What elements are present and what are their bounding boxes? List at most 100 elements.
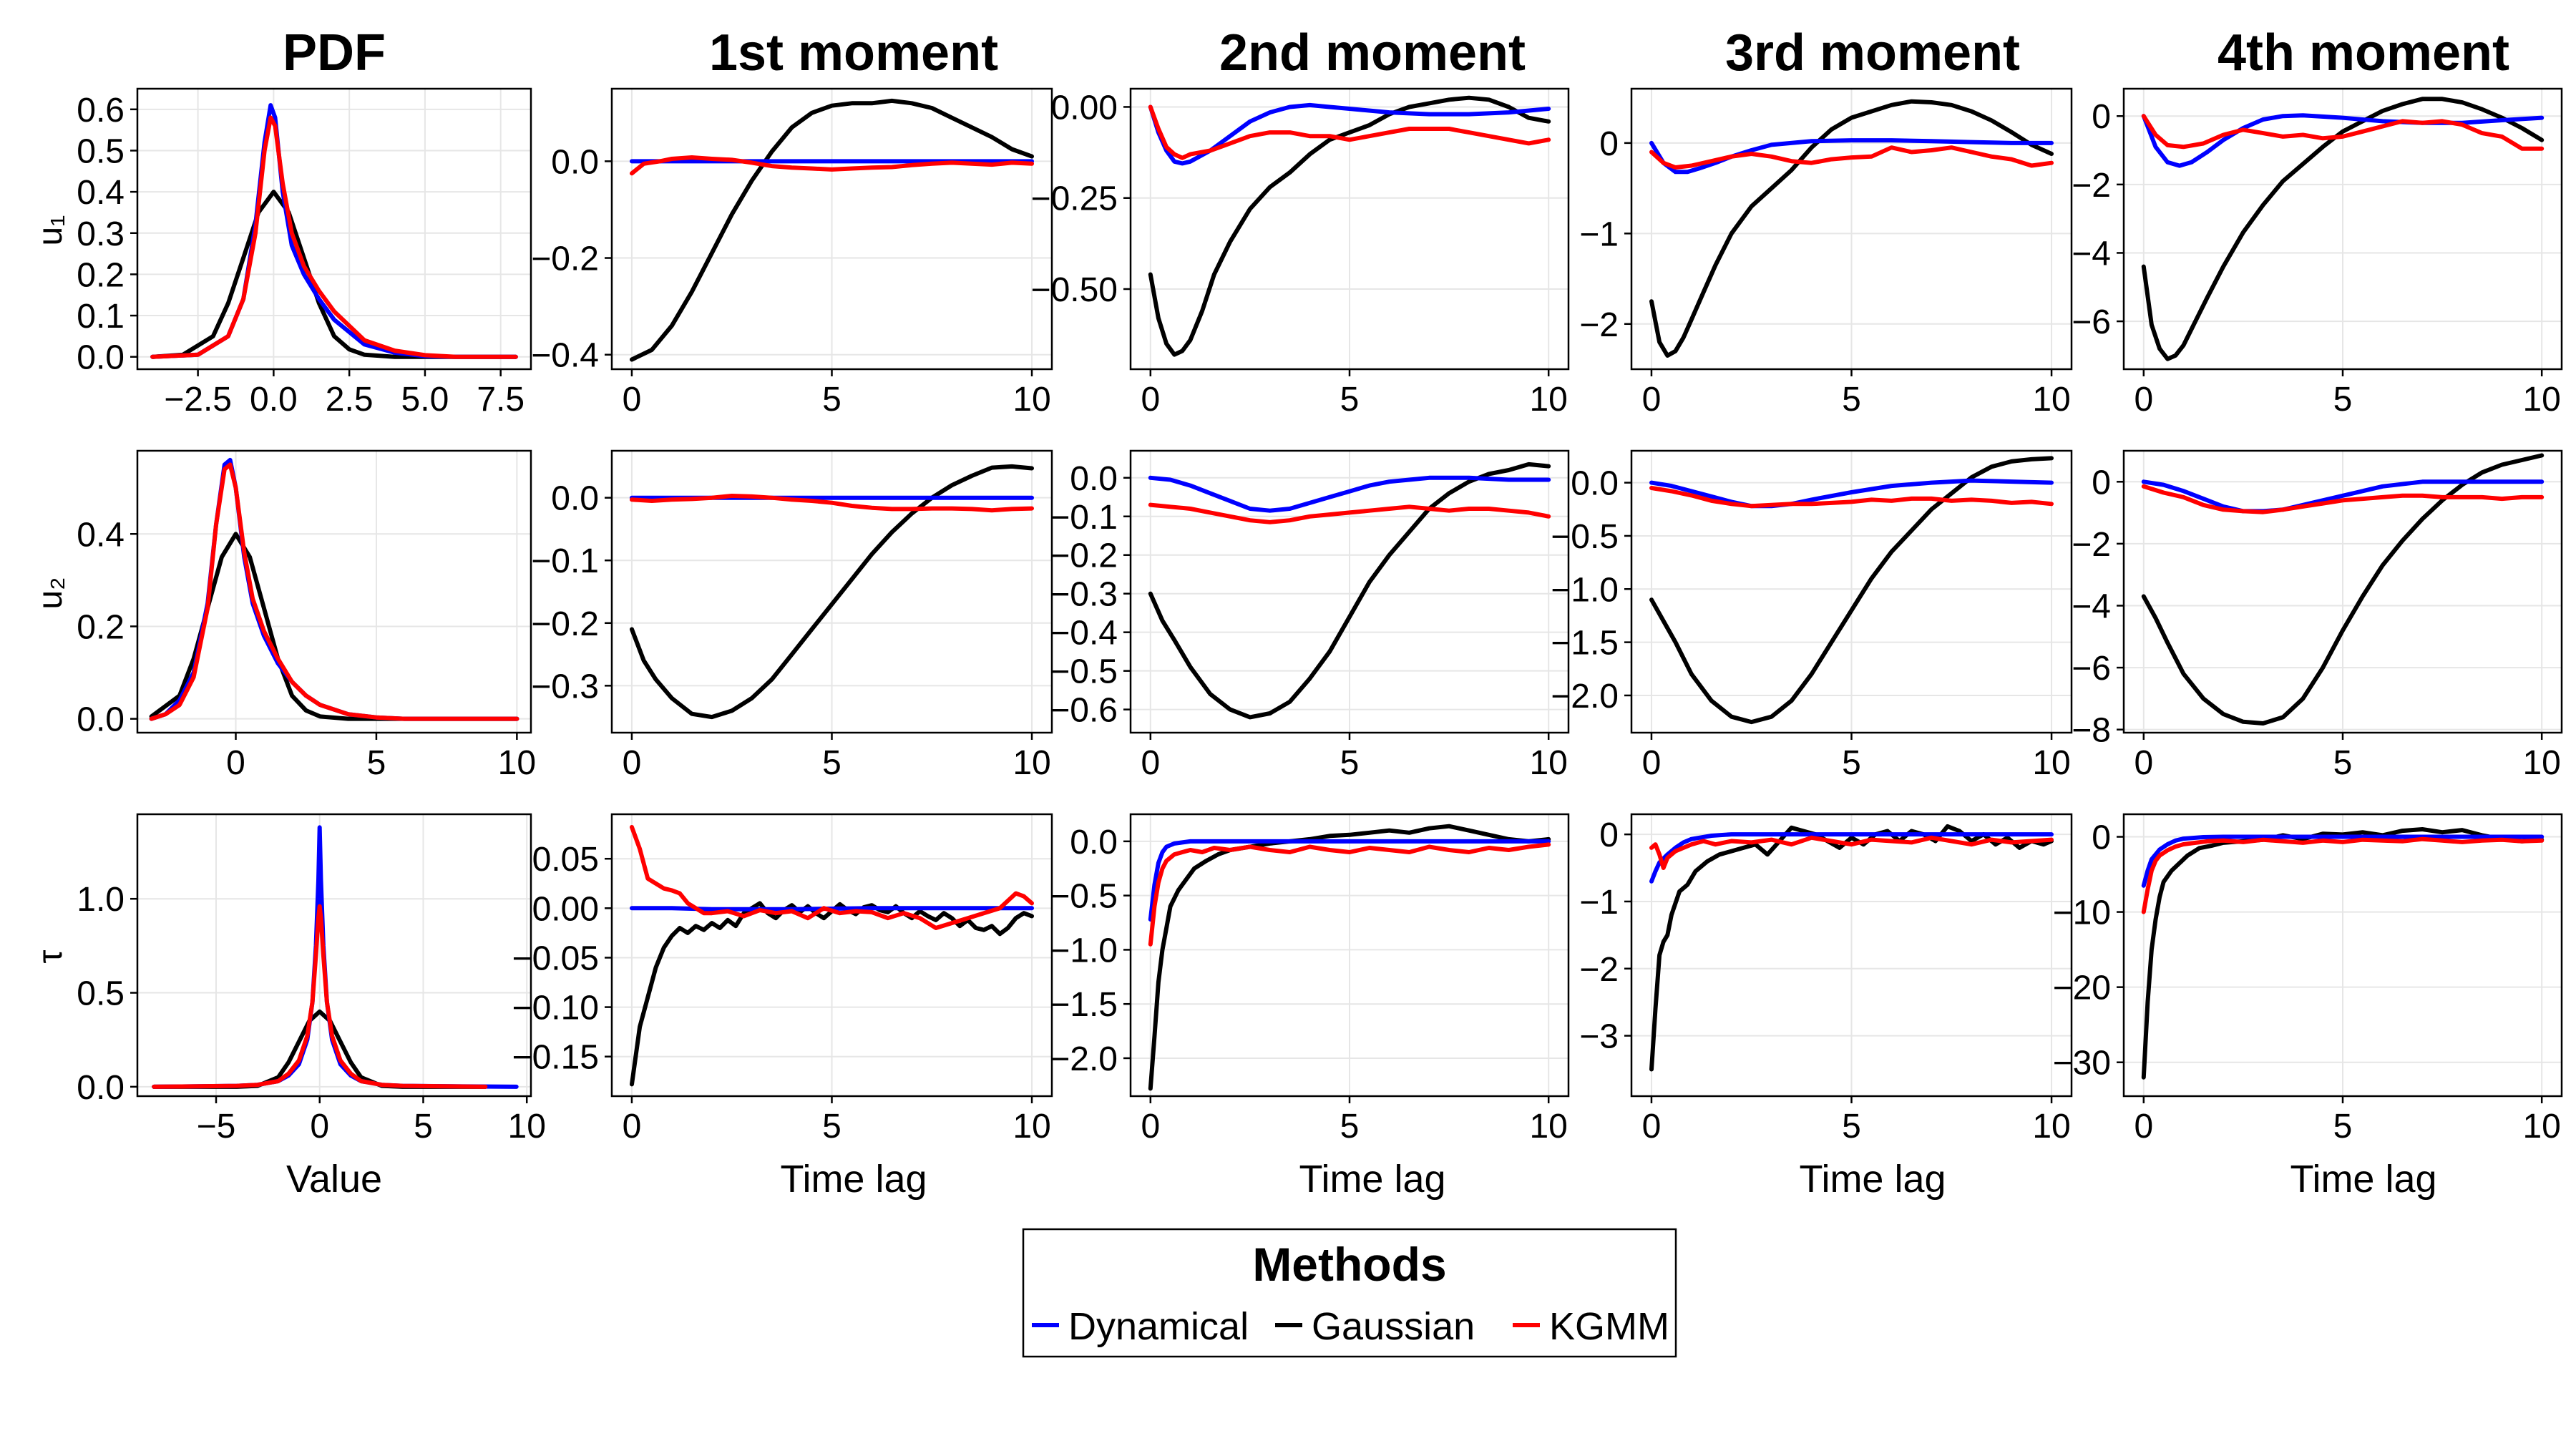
ytick-label-r1c2-6: 0.0 — [1070, 460, 1118, 498]
xtick-label-r0c2-0: 0 — [1141, 381, 1160, 419]
ytick-label-r0c1-1: −0.2 — [531, 240, 599, 278]
series-kgmm-r0c2 — [1148, 104, 1551, 160]
ytick-label-r2c4-3: 0 — [2092, 819, 2111, 857]
series-kgmm-r1c3 — [1649, 486, 2054, 509]
legend-label-kgmm: KGMM — [1549, 1305, 1669, 1348]
ytick-label-r0c1-0: −0.4 — [531, 337, 599, 375]
xtick-label-r2c0-2: 5 — [414, 1108, 433, 1146]
series-kgmm-r1c4 — [2141, 484, 2545, 514]
series-kgmm-r1c0 — [149, 462, 519, 721]
series-dynamical-r2c4 — [2141, 834, 2545, 888]
ytick-label-r2c0-2: 1.0 — [77, 881, 125, 919]
panel-r0c3: 0 5 10 −2 −1 0 — [1579, 87, 2073, 419]
xtick-label-r1c1-1: 5 — [822, 744, 841, 782]
xtick-label-r2c4-0: 0 — [2134, 1108, 2153, 1146]
frame-r0c0 — [136, 87, 532, 371]
panel-r0c1: 0 5 10 −0.4 −0.2 0.0 — [531, 87, 1053, 419]
ytick-label-r1c4-0: −8 — [2072, 712, 2111, 750]
ytick-label-r0c4-3: 0 — [2092, 98, 2111, 136]
panel-r1c3: 0 5 10 −2.0 −1.5 −1.0 −0.5 0.0 — [1551, 449, 2073, 782]
xtick-label-r2c1-2: 10 — [1013, 1108, 1050, 1146]
xtick-label-r1c4-2: 10 — [2522, 744, 2560, 782]
series-gaussian-r0c3 — [1649, 99, 2054, 358]
ytick-label-r0c4-2: −2 — [2072, 167, 2111, 205]
column-title-1st-moment: 1st moment — [709, 24, 998, 82]
legend-label-dynamical: Dynamical — [1068, 1305, 1249, 1348]
xtick-label-r0c1-0: 0 — [623, 381, 642, 419]
series-gaussian-r0c0 — [150, 190, 518, 359]
ytick-label-r1c2-0: −0.6 — [1050, 692, 1118, 730]
ytick-label-r0c3-2: 0 — [1599, 125, 1619, 163]
ytick-label-r0c2-1: −0.25 — [1031, 180, 1118, 218]
xtick-label-r1c3-0: 0 — [1642, 744, 1662, 782]
ytick-label-r2c3-1: −2 — [1579, 951, 1619, 989]
ytick-label-r0c0-2: 0.2 — [77, 256, 125, 294]
series-gaussian-r0c4 — [2141, 97, 2545, 361]
ytick-label-r2c4-1: −20 — [2053, 970, 2111, 1007]
ytick-label-r1c2-2: −0.4 — [1050, 615, 1118, 653]
xtick-label-r0c0-3: 5.0 — [401, 381, 449, 419]
xtick-label-r0c4-2: 10 — [2522, 381, 2560, 419]
row-label-tau: τ — [31, 949, 69, 963]
xtick-label-r2c2-1: 5 — [1340, 1108, 1360, 1146]
legend-box — [1022, 1228, 1677, 1358]
ytick-label-r1c0-1: 0.2 — [77, 608, 125, 646]
ytick-label-r0c3-0: −2 — [1579, 306, 1619, 344]
ytick-label-r0c2-2: 0.00 — [1051, 89, 1118, 127]
ytick-label-r2c0-1: 0.5 — [77, 975, 125, 1013]
ytick-label-r0c0-1: 0.1 — [77, 298, 125, 336]
ytick-label-r0c0-0: 0.0 — [77, 339, 125, 377]
series-dynamical-r0c2 — [1148, 102, 1551, 166]
xtick-label-r0c3-1: 5 — [1842, 381, 1861, 419]
xlabel-time-lag-2: Time lag — [1299, 1158, 1445, 1201]
legend: Methods Dynamical Gaussian KGMM — [1022, 1228, 1677, 1358]
ytick-label-r1c2-3: −0.3 — [1050, 576, 1118, 614]
xtick-label-r1c4-0: 0 — [2134, 744, 2153, 782]
panel-r2c3: 0 5 10 −3 −2 −1 0 — [1579, 813, 2073, 1146]
xtick-label-r1c0-2: 10 — [498, 744, 536, 782]
xtick-label-r2c3-0: 0 — [1642, 1108, 1662, 1146]
xtick-label-r2c4-1: 5 — [2333, 1108, 2353, 1146]
panel-r1c1: 0 5 10 −0.3 −0.2 −0.1 0.0 — [531, 449, 1053, 782]
xtick-label-r0c2-1: 5 — [1340, 381, 1360, 419]
xtick-label-r0c0-4: 7.5 — [477, 381, 525, 419]
column-title-2nd-moment: 2nd moment — [1219, 24, 1526, 82]
series-gaussian-r1c4 — [2141, 453, 2545, 726]
xtick-label-r2c3-1: 5 — [1842, 1108, 1861, 1146]
series-kgmm-r0c4 — [2141, 114, 2545, 151]
ytick-label-r2c2-4: 0.0 — [1070, 824, 1118, 861]
ytick-label-r2c2-1: −1.5 — [1050, 986, 1118, 1024]
series-gaussian-r0c2 — [1148, 95, 1551, 357]
ytick-label-r0c1-2: 0.0 — [551, 143, 599, 181]
panel-r0c2: 0 5 10 −0.50 −0.25 0.00 — [1031, 87, 1570, 419]
panel-r2c0: −5 0 5 10 0.0 0.5 1.0 — [77, 813, 546, 1146]
ytick-label-r2c2-2: −1.0 — [1050, 932, 1118, 970]
frame-r2c0 — [136, 813, 532, 1098]
ytick-label-r2c2-3: −0.5 — [1050, 878, 1118, 916]
xtick-label-r1c0-0: 0 — [226, 744, 245, 782]
xtick-label-r2c4-2: 10 — [2522, 1108, 2560, 1146]
column-title-4th-moment: 4th moment — [2218, 24, 2509, 82]
series-dynamical-r0c3 — [1649, 138, 2054, 175]
ytick-label-r0c2-0: −0.50 — [1031, 271, 1118, 309]
ytick-label-r1c0-0: 0.0 — [77, 701, 125, 739]
legend-title: Methods — [1252, 1238, 1446, 1291]
xtick-label-r1c3-2: 10 — [2032, 744, 2070, 782]
xtick-label-r0c1-1: 5 — [822, 381, 841, 419]
panel-r2c4: 0 5 10 −30 −20 −10 0 — [2053, 813, 2563, 1146]
ytick-label-r1c4-2: −4 — [2072, 587, 2111, 625]
xtick-label-r1c3-1: 5 — [1842, 744, 1861, 782]
ytick-label-r0c0-6: 0.6 — [77, 92, 125, 130]
ytick-label-r2c2-0: −2.0 — [1050, 1040, 1118, 1078]
xtick-label-r2c2-2: 10 — [1529, 1108, 1567, 1146]
ytick-label-r0c0-3: 0.3 — [77, 215, 125, 253]
panel-r2c2: 0 5 10 −2.0 −1.5 −1.0 −0.5 0.0 — [1050, 813, 1570, 1146]
xtick-label-r0c0-2: 2.5 — [326, 381, 374, 419]
ytick-label-r1c2-1: −0.5 — [1050, 653, 1118, 691]
ytick-label-r0c0-4: 0.4 — [77, 174, 125, 212]
frame-r1c0 — [136, 449, 532, 734]
xtick-label-r2c2-0: 0 — [1141, 1108, 1160, 1146]
xtick-label-r1c2-1: 5 — [1340, 744, 1360, 782]
